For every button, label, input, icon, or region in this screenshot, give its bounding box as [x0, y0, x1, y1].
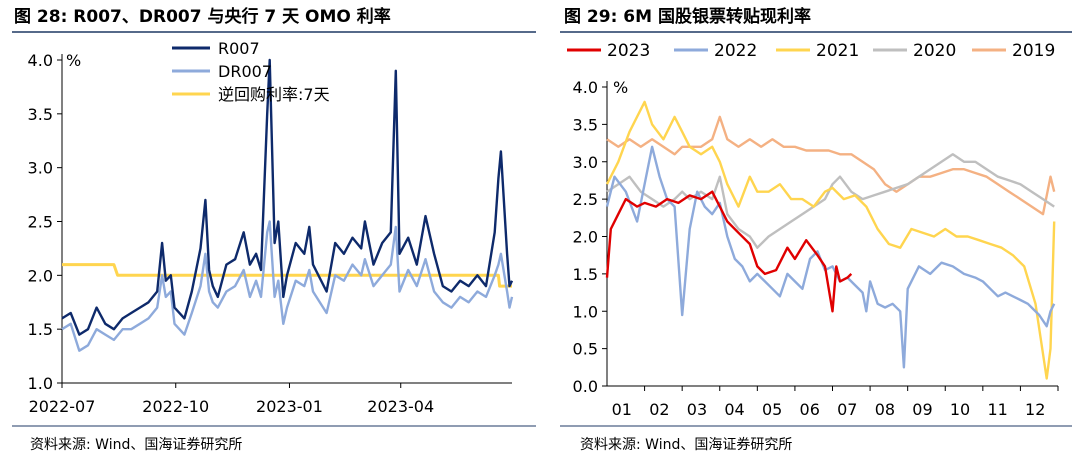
y-tick-label: 2.0 [573, 228, 598, 247]
y-unit-label: % [613, 78, 628, 97]
left-panel-source: 资料来源: Wind、国海证券研究所 [30, 437, 242, 453]
x-tick-label: 2023-01 [256, 397, 323, 416]
legend-label-2022: 2022 [714, 41, 757, 61]
y-tick-label: 1.0 [28, 374, 53, 393]
right-panel-source: 资料来源: Wind、国海证券研究所 [580, 437, 792, 453]
x-tick-label: 05 [762, 400, 782, 419]
x-tick-label: 12 [1025, 400, 1045, 419]
x-tick-label: 06 [800, 400, 820, 419]
x-tick-label: 11 [987, 400, 1007, 419]
x-tick-label: 03 [687, 400, 707, 419]
x-tick-label: 01 [612, 400, 632, 419]
y-tick-label: 1.0 [573, 302, 598, 321]
legend-label-2021: 2021 [816, 41, 859, 61]
y-tick-label: 3.0 [28, 159, 53, 178]
left-panel: 图 28: R007、DR007 与央行 7 天 OMO 利率 1.0 1.5 2.… [12, 6, 536, 453]
series-line-r007 [61, 58, 514, 336]
y-tick-label: 3.0 [573, 153, 598, 172]
legend-label-2019: 2019 [1012, 41, 1055, 61]
x-tick-label: 08 [875, 400, 895, 419]
x-tick-label: 02 [649, 400, 669, 419]
legend-label-7: 逆回购利率:7天 [218, 85, 330, 104]
y-unit-label: % [66, 51, 81, 70]
x-tick-label: 07 [837, 400, 857, 419]
legend-label-2023: 2023 [607, 41, 650, 61]
series-line-2022 [605, 145, 1056, 369]
x-tick-label: 10 [950, 400, 970, 419]
y-tick-label: 0.5 [573, 340, 598, 359]
series-line-2021 [605, 100, 1056, 380]
y-tick-label: 3.5 [573, 115, 598, 134]
series-line-2020 [606, 153, 1055, 249]
x-tick-label: 04 [724, 400, 744, 419]
left-panel-title: 图 28: R007、DR007 与央行 7 天 OMO 利率 [14, 6, 391, 27]
series-line-2023 [605, 190, 853, 313]
y-tick-label: 4.0 [573, 78, 598, 97]
legend-label-r007: R007 [218, 39, 260, 58]
series-line-2019 [606, 115, 1056, 216]
bill-discount-rate-chart: 0.0 0.5 1.0 1.5 2.0 2.5 3.0 3.5 4.0 % 01 02 03 04 05 06… [567, 41, 1059, 419]
legend-label-2020: 2020 [913, 41, 956, 61]
y-tick-label: 0.0 [573, 377, 598, 396]
y-tick-label: 4.0 [28, 51, 53, 70]
y-tick-label: 3.5 [28, 105, 53, 124]
r007-dr007-omo-chart: 1.0 1.5 2.0 2.5 3.0 3.5 4.0 % 2022-07 2022-10 2023… [28, 39, 514, 416]
x-tick-label: 09 [912, 400, 932, 419]
right-panel-title: 图 29: 6M 国股银票转贴现利率 [564, 6, 811, 27]
legend-label-dr007: DR007 [218, 62, 272, 81]
x-tick-label: 2023-04 [367, 397, 434, 416]
y-tick-label: 2.0 [28, 266, 53, 285]
y-tick-label: 1.5 [28, 320, 53, 339]
y-tick-label: 2.5 [28, 213, 53, 232]
y-tick-label: 2.5 [573, 190, 598, 209]
x-tick-label: 2022-07 [29, 397, 96, 416]
series-line-dr007 [61, 220, 514, 352]
y-tick-label: 1.5 [573, 265, 598, 284]
x-tick-label: 2022-10 [142, 397, 209, 416]
right-panel: 图 29: 6M 国股银票转贴现利率 0.0 0.5 1.0 1.5 2.0 2.5 3.0… [560, 6, 1072, 453]
